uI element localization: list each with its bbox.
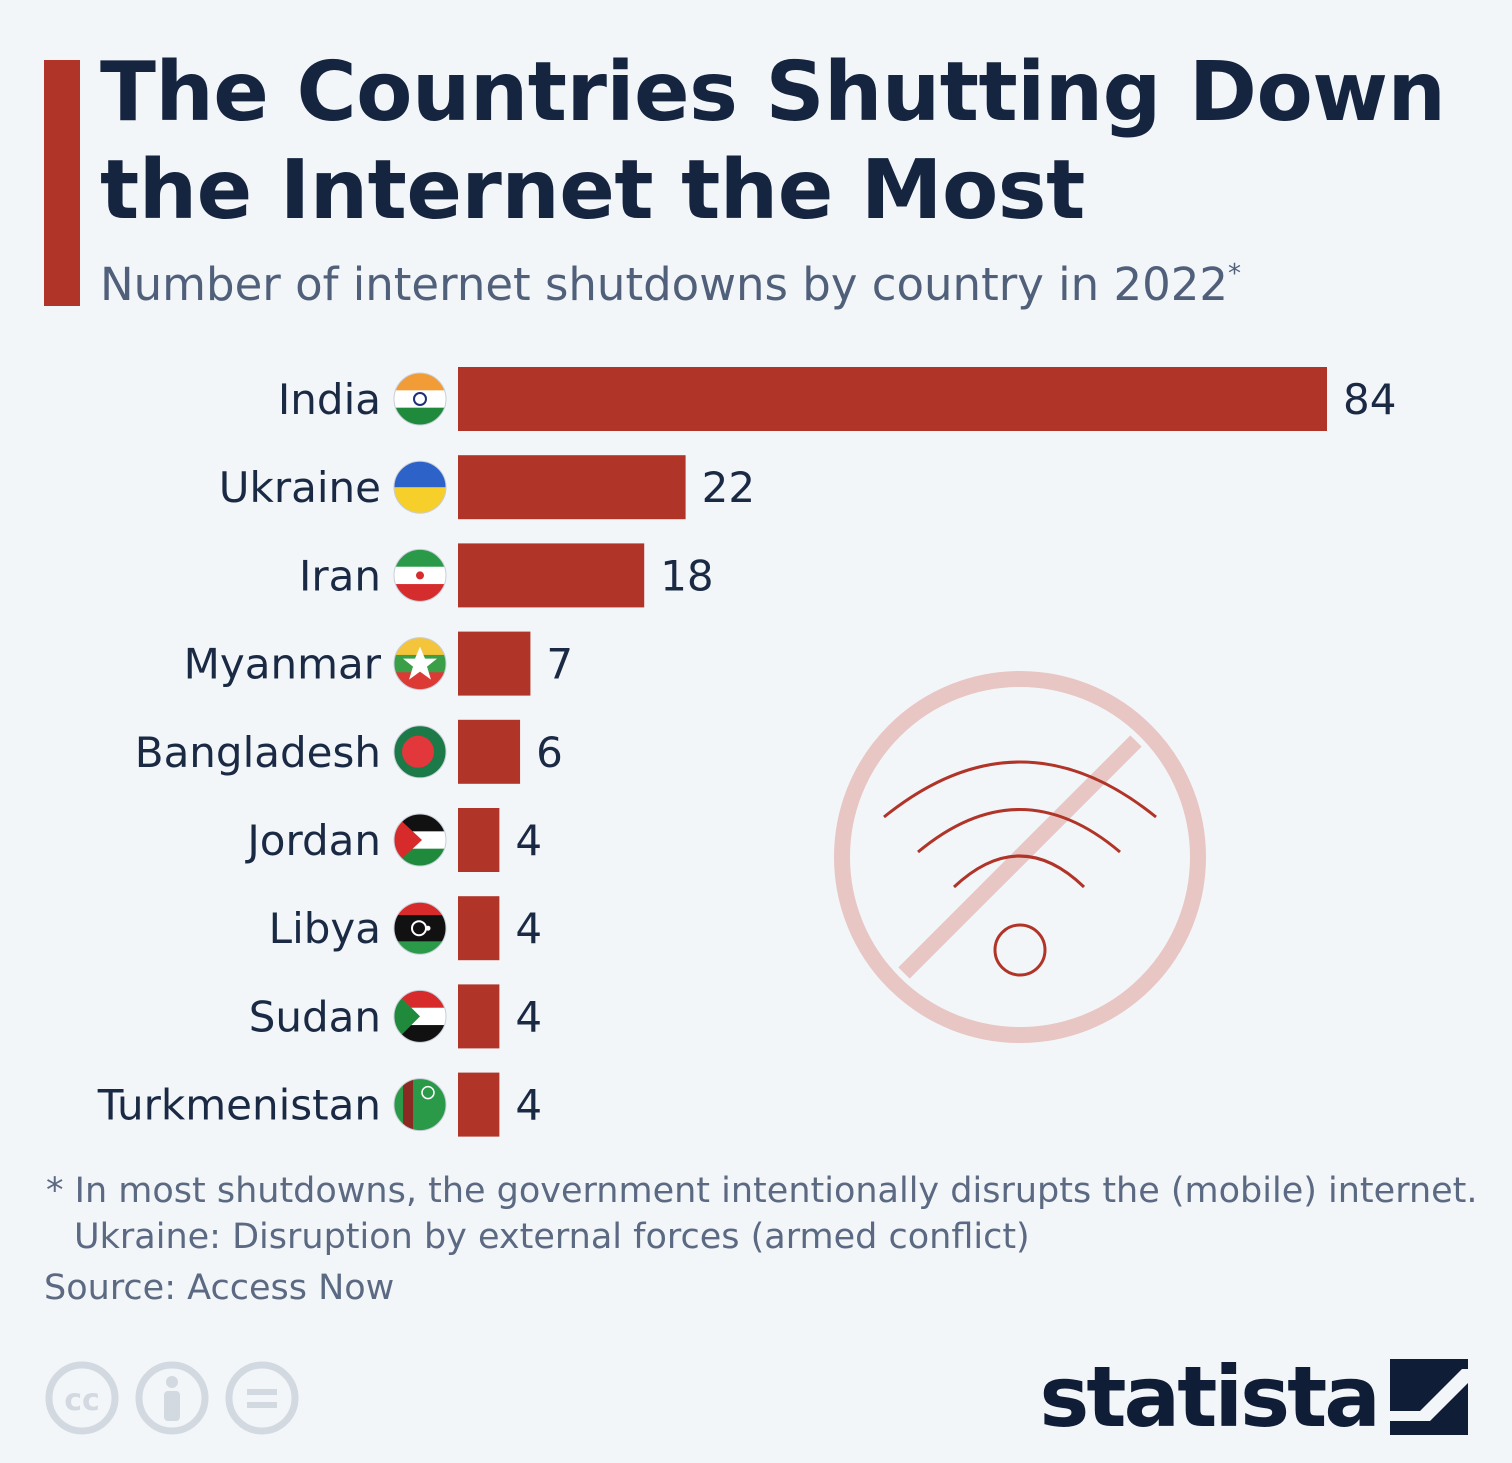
cc-icon[interactable]: cc [45, 1361, 119, 1435]
category-label: Libya [269, 904, 381, 953]
bar [458, 719, 521, 784]
footnote: * In most shutdowns, the government inte… [46, 1168, 1486, 1260]
bar-row-myanmar: Myanmar 7 [184, 631, 573, 696]
data-label: 18 [660, 551, 713, 600]
category-label: Sudan [249, 992, 381, 1041]
title-accent-bar [44, 60, 80, 306]
data-label: 4 [515, 904, 542, 953]
category-label: Jordan [244, 816, 381, 865]
bar [458, 896, 500, 961]
category-label: Iran [299, 551, 381, 600]
data-label: 4 [515, 1081, 542, 1130]
bar-row-libya: Libya 4 [269, 896, 542, 961]
bar [458, 1072, 500, 1137]
bar [458, 455, 686, 520]
bar [458, 543, 645, 608]
category-label: Bangladesh [135, 728, 381, 777]
footnote-line-2: Ukraine: Disruption by external forces (… [74, 1217, 1030, 1257]
bar-row-ukraine: Ukraine 22 [219, 455, 755, 520]
bar [458, 631, 531, 696]
bar [458, 367, 1327, 431]
sudan-flag-icon [393, 989, 447, 1043]
bar-row-sudan: Sudan 4 [249, 984, 542, 1049]
iran-flag-icon [393, 548, 447, 602]
svg-text:cc: cc [64, 1383, 100, 1418]
data-label: 6 [536, 728, 563, 777]
category-label: Turkmenistan [97, 1081, 381, 1130]
footnote-line-1: * In most shutdowns, the government inte… [46, 1171, 1478, 1211]
category-label: India [278, 375, 381, 424]
ukraine-flag-icon [393, 460, 447, 514]
no-wifi-icon [834, 671, 1206, 1043]
bar [458, 984, 500, 1049]
data-label: 4 [515, 816, 542, 865]
jordan-flag-icon [393, 813, 447, 867]
data-label: 84 [1343, 375, 1396, 424]
data-label: 4 [515, 992, 542, 1041]
bar-chart: India 84 Ukraine 22 Iran 18 Myanmar 7 Bangladesh… [97, 367, 1396, 1137]
india-flag-icon [393, 372, 447, 426]
bar-row-bangladesh: Bangladesh 6 [135, 719, 563, 784]
statista-logo-mark-icon [1390, 1359, 1468, 1435]
category-label: Myanmar [184, 640, 382, 689]
bar-row-india: India 84 [278, 367, 1396, 431]
license-icons: cc [44, 1360, 304, 1444]
chart-subtitle: Number of internet shutdowns by country … [100, 258, 1241, 311]
bangladesh-flag-icon [393, 725, 447, 779]
category-label: Ukraine [219, 463, 381, 512]
bar-row-turkmenistan: Turkmenistan 4 [97, 1072, 542, 1137]
myanmar-flag-icon [393, 637, 447, 691]
subtitle-text: Number of internet shutdowns by country … [100, 258, 1229, 311]
source-note: Source: Access Now [44, 1268, 395, 1308]
data-label: 7 [546, 640, 573, 689]
subtitle-footnote-mark: * [1228, 259, 1242, 289]
bar-row-iran: Iran 18 [299, 543, 714, 608]
attribution-icon[interactable] [135, 1361, 209, 1435]
no-derivatives-icon[interactable] [225, 1361, 299, 1435]
turkmenistan-flag-icon [393, 1078, 447, 1132]
bar-row-jordan: Jordan 4 [244, 808, 542, 872]
libya-flag-icon [393, 901, 447, 955]
bar [458, 808, 500, 872]
data-label: 22 [702, 463, 755, 512]
chart-title: The Countries Shutting Down the Internet… [100, 45, 1446, 238]
brand-name: statista [1039, 1348, 1381, 1446]
statista-logo[interactable]: statista [1039, 1348, 1468, 1446]
